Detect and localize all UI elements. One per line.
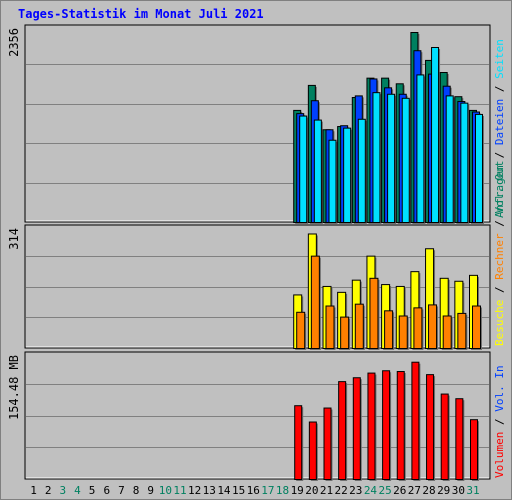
bar-rechner	[398, 315, 408, 350]
day-label: 24	[364, 484, 378, 497]
bar-volumen	[396, 371, 405, 481]
bar-seiten	[431, 47, 440, 223]
bar-volumen	[352, 377, 361, 480]
bar-rechner	[384, 310, 394, 350]
y-max-label-visits: 314	[7, 228, 21, 250]
day-label: 11	[173, 484, 186, 497]
bar-volumen	[294, 405, 303, 480]
bar-volumen	[367, 372, 376, 481]
legend-separator: /	[493, 79, 506, 99]
day-label: 15	[232, 484, 245, 497]
legend-separator: /	[493, 280, 506, 300]
day-label: 12	[188, 484, 201, 497]
day-label: 22	[335, 484, 348, 497]
bar-rechner	[340, 316, 350, 349]
bar-seiten	[416, 74, 425, 223]
legend-entry: Anfragen	[493, 165, 506, 218]
day-label: 6	[103, 484, 110, 497]
legend-entry: Seiten	[493, 39, 506, 79]
bar-volumen	[382, 370, 391, 480]
bar-rechner	[296, 311, 306, 349]
bar-volumen	[426, 374, 435, 480]
day-label: 20	[305, 484, 318, 497]
day-label: 14	[217, 484, 231, 497]
bar-seiten	[313, 119, 322, 223]
bar-rechner	[369, 277, 379, 350]
day-label: 3	[59, 484, 66, 497]
day-label: 16	[247, 484, 260, 497]
day-label: 5	[89, 484, 96, 497]
legend-separator: /	[493, 145, 506, 165]
bar-rechner	[310, 255, 320, 349]
day-label: 17	[261, 484, 274, 497]
legend-separator: /	[493, 412, 506, 432]
day-label: 18	[276, 484, 289, 497]
legend-volume: Volumen / Vol. In	[493, 365, 506, 478]
day-label: 19	[291, 484, 304, 497]
bar-seiten	[372, 92, 381, 224]
day-label: 10	[159, 484, 172, 497]
bar-rechner	[413, 307, 423, 350]
bar-volumen	[308, 421, 317, 481]
day-label: 1	[30, 484, 37, 497]
bar-volumen	[470, 419, 478, 480]
day-label: 13	[203, 484, 216, 497]
bar-seiten	[445, 95, 454, 223]
bar-volumen	[455, 398, 464, 480]
day-label: 30	[452, 484, 465, 497]
legend-entry: Rechner	[493, 233, 506, 280]
bar-rechner	[457, 312, 467, 349]
bar-volumen	[411, 361, 420, 481]
legend-entry: Vol. In	[493, 365, 506, 411]
day-label: 26	[393, 484, 406, 497]
day-label: 21	[320, 484, 333, 497]
legend-separator: /	[493, 214, 506, 234]
bar-volumen	[338, 381, 347, 481]
bar-seiten	[299, 115, 308, 223]
day-label: 4	[74, 484, 81, 497]
day-label: 25	[378, 484, 391, 497]
legend-entry: Dateien	[493, 99, 506, 145]
y-max-label-volume: 154.48 MB	[7, 355, 21, 420]
bar-seiten	[343, 127, 352, 223]
legend-entry: Volumen	[493, 432, 506, 478]
legend-requests: Anfragen / Dateien / Seiten	[493, 39, 506, 218]
day-label: 9	[147, 484, 154, 497]
day-label: 23	[349, 484, 362, 497]
bar-rechner	[442, 315, 452, 350]
legend-entry: Besuche	[493, 300, 506, 346]
day-label: 27	[408, 484, 421, 497]
day-label: 8	[133, 484, 140, 497]
legend-visits: Besuche / Rechner / Vol. Out	[493, 161, 506, 346]
bar-rechner	[428, 304, 438, 350]
bar-rechner	[354, 303, 364, 350]
bar-volumen	[440, 393, 449, 480]
day-label: 31	[466, 484, 479, 497]
bar-seiten	[328, 139, 337, 223]
bar-seiten	[387, 93, 396, 223]
day-label: 29	[437, 484, 450, 497]
panel-1-border	[24, 24, 491, 223]
bar-seiten	[357, 118, 366, 223]
day-label: 2	[45, 484, 52, 497]
bar-seiten	[475, 113, 483, 223]
panel-2-border	[24, 224, 491, 349]
bar-seiten	[460, 102, 469, 223]
bar-rechner	[325, 305, 335, 350]
day-label: 28	[422, 484, 435, 497]
chart-title: Tages-Statistik im Monat Juli 2021	[18, 7, 264, 21]
day-label: 7	[118, 484, 125, 497]
bar-volumen	[323, 407, 332, 480]
bar-rechner	[472, 305, 481, 350]
bar-seiten	[401, 97, 410, 223]
y-max-label-requests: 2356	[7, 28, 21, 57]
legend-entry: Vol. Out	[493, 161, 506, 214]
panel-3-border	[24, 351, 491, 480]
